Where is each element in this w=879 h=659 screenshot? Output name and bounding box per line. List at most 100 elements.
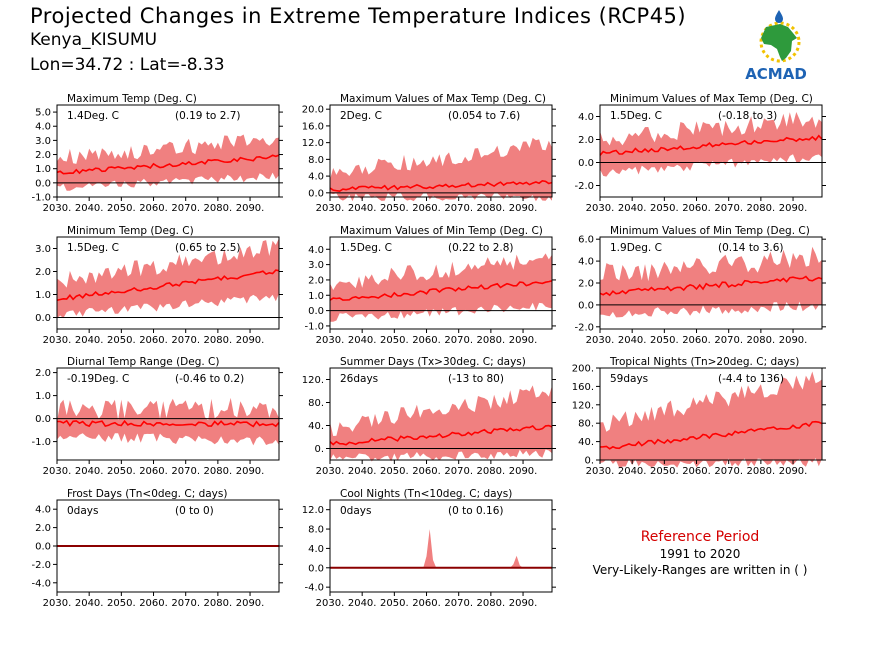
x-tick-label: 2030. [316, 203, 345, 214]
chart-summary: 1.9Deg. C [610, 242, 662, 254]
y-tick-label: 0.0 [308, 188, 324, 199]
x-tick-label: 2030. [586, 466, 615, 477]
y-tick-label: 12.0 [302, 138, 324, 149]
x-tick-label: 2050. [107, 203, 136, 214]
chart-range: (0.19 to 2.7) [175, 110, 241, 122]
chart-title: Cool Nights (Tn<10deg. C; days) [340, 488, 512, 500]
x-tick-label: 2040. [348, 203, 377, 214]
x-tick-label: 2030. [43, 598, 72, 609]
chart-title: Summer Days (Tx>30deg. C; days) [340, 356, 526, 368]
sun-icon [759, 21, 801, 63]
plot-frame [329, 236, 553, 330]
median-line [599, 420, 823, 450]
x-tick-label: 2050. [650, 466, 679, 477]
x-tick-label: 2080. [204, 466, 233, 477]
y-tick-label: 4.0 [308, 245, 324, 256]
plot-frame [329, 367, 553, 461]
y-tick-label: 0. [584, 456, 594, 467]
y-tick-label: 0.0 [35, 542, 51, 553]
chart-range: (0.65 to 2.5) [175, 242, 241, 254]
x-tick-label: 2060. [682, 335, 711, 346]
x-tick-label: 2070. [444, 466, 473, 477]
x-tick-label: 2060. [412, 466, 441, 477]
y-tick-label: -1.0 [304, 321, 324, 332]
plot-frame [56, 236, 280, 330]
acmad-logo: ACMAD [745, 10, 807, 83]
chart-range: (-13 to 80) [448, 373, 504, 385]
africa-map-icon [761, 24, 797, 61]
plot-frame [329, 104, 553, 198]
y-tick-label: 2.0 [35, 368, 51, 379]
x-tick-label: 2040. [618, 203, 647, 214]
y-tick-label: 2.0 [578, 135, 594, 146]
x-tick-label: 2070. [171, 203, 200, 214]
chart-summary: 1.5Deg. C [67, 242, 119, 254]
range-band [57, 134, 279, 191]
chart-panel-3: 0.0 1.0 2.0 3.0 2030. 2040. 2050. 2060. 2070. 208… [35, 225, 283, 346]
x-tick-label: 2030. [43, 203, 72, 214]
x-tick-label: 2090. [236, 598, 265, 609]
page-title: Projected Changes in Extreme Temperature… [30, 4, 687, 28]
x-tick-label: 2040. [75, 335, 104, 346]
y-tick-label: 1.0 [308, 291, 324, 302]
chart-title: Minimum Temp (Deg. C) [67, 225, 194, 237]
y-tick-label: 4.0 [308, 172, 324, 183]
plot-frame [56, 367, 280, 461]
chart-range: (0.054 to 7.6) [448, 110, 520, 122]
y-tick-label: 0.0 [35, 414, 51, 425]
y-tick-label: 2.0 [35, 267, 51, 278]
x-tick-label: 2070. [171, 466, 200, 477]
y-tick-label: 12.0 [302, 505, 324, 516]
x-tick-label: 2060. [139, 335, 168, 346]
y-tick-label: 0.0 [578, 158, 594, 169]
x-tick-label: 2080. [477, 335, 506, 346]
x-tick-label: 2080. [204, 203, 233, 214]
y-tick-label: 4.0 [35, 505, 51, 516]
x-tick-label: 2090. [779, 203, 808, 214]
plot-frame [329, 499, 553, 593]
x-tick-label: 2070. [444, 203, 473, 214]
logo-text: ACMAD [745, 65, 807, 83]
x-tick-label: 2090. [779, 466, 808, 477]
y-tick-label: -4.0 [304, 583, 324, 594]
median-line [57, 419, 280, 428]
chart-panel-5: -2.0 0.0 2.0 4.0 6.0 2030. 2040. 2050. 2060. 2070… [574, 225, 826, 346]
location-label: Kenya_KISUMU [30, 30, 158, 50]
y-tick-label: 2.0 [35, 523, 51, 534]
x-tick-label: 2050. [380, 203, 409, 214]
x-tick-label: 2030. [316, 466, 345, 477]
range-band [600, 246, 822, 318]
x-tick-label: 2070. [714, 203, 743, 214]
x-tick-label: 2060. [682, 203, 711, 214]
plot-frame [56, 104, 280, 198]
x-tick-label: 2040. [348, 466, 377, 477]
median-line [329, 424, 553, 446]
reference-period-title: Reference Period [640, 529, 760, 545]
y-tick-label: -1.0 [31, 193, 51, 204]
x-tick-label: 2040. [348, 598, 377, 609]
y-tick-label: 2.0 [578, 279, 594, 290]
x-tick-label: 2030. [43, 466, 72, 477]
chart-panel-10: -4.0 0.0 4.0 8.0 12.0 2030. 2040. 2050. 2060. 207… [302, 488, 556, 609]
y-tick-label: 80. [578, 419, 594, 430]
y-tick-label: -1.0 [31, 437, 51, 448]
x-tick-label: 2030. [586, 335, 615, 346]
y-tick-label: -2.0 [574, 181, 594, 192]
x-tick-label: 2080. [747, 335, 776, 346]
y-tick-label: 8.0 [308, 525, 324, 536]
x-tick-label: 2030. [316, 335, 345, 346]
chart-range: (-0.18 to 3) [718, 110, 777, 122]
x-tick-label: 2090. [236, 335, 265, 346]
x-tick-label: 2060. [682, 466, 711, 477]
chart-title: Maximum Values of Min Temp (Deg. C) [340, 225, 543, 237]
y-tick-label: 6.0 [578, 235, 594, 246]
x-tick-label: 2040. [348, 335, 377, 346]
y-tick-label: 1.0 [35, 164, 51, 175]
median-line [599, 275, 823, 297]
chart-panel-1: 0.0 4.0 8.0 12.0 16.0 20.0 2030. 2040. 2050. 2060… [302, 93, 556, 214]
chart-range: (-4.4 to 136) [718, 373, 784, 385]
y-tick-label: -2.0 [574, 322, 594, 333]
x-tick-label: 2060. [139, 598, 168, 609]
y-tick-label: 8.0 [308, 155, 324, 166]
